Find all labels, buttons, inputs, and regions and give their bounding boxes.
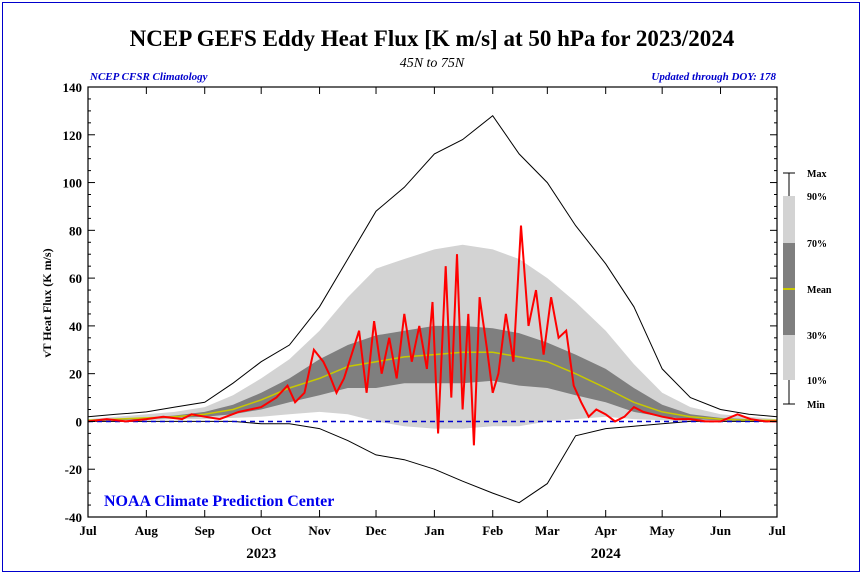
x-tick-label: Dec xyxy=(366,523,387,538)
climatology-note: NCEP CFSR Climatology xyxy=(89,71,208,83)
legend-label: Mean xyxy=(807,285,832,296)
legend-label: 90% xyxy=(807,192,827,203)
updated-note: Updated through DOY: 178 xyxy=(651,71,776,83)
climatology-bands xyxy=(88,244,777,429)
x-tick-label: Aug xyxy=(135,523,159,538)
legend-label: 30% xyxy=(807,331,827,342)
y-tick-label: -40 xyxy=(65,510,82,525)
y-tick-label: 120 xyxy=(63,128,83,143)
y-tick-label: 0 xyxy=(76,414,83,429)
x-tick-label: Jan xyxy=(424,523,445,538)
credit-label: NOAA Climate Prediction Center xyxy=(104,493,334,510)
min-line xyxy=(88,420,777,504)
y-tick-label: 40 xyxy=(69,319,82,334)
x-tick-label: May xyxy=(650,523,676,538)
x-tick-label: Apr xyxy=(594,523,617,538)
y-axis-label: vT Heat Flux (K m/s) xyxy=(40,248,54,357)
band-30-70 xyxy=(88,325,777,422)
data-lines xyxy=(87,114,778,504)
x-tick-label: Feb xyxy=(482,523,503,538)
y-tick-label: 20 xyxy=(69,367,82,382)
chart-title: NCEP GEFS Eddy Heat Flux [K m/s] at 50 h… xyxy=(130,26,735,51)
x-tick-label: Mar xyxy=(535,523,560,538)
percentile-legend: Max 90% 70% Mean 30% 10% Min xyxy=(783,169,832,411)
x-tick-label: Jun xyxy=(710,523,732,538)
x-tick-label: Jul xyxy=(768,523,786,538)
series-line xyxy=(87,225,777,446)
legend-label: 70% xyxy=(807,239,827,250)
axes: -40 -20 0 20 40 60 80 100 120 140 Jul Aug Sep Oct Nov D… xyxy=(63,80,787,562)
year-label: 2023 xyxy=(246,546,276,562)
max-line xyxy=(87,114,778,418)
x-tick-label: Jul xyxy=(79,523,97,538)
y-tick-label: 60 xyxy=(69,271,82,286)
y-tick-label: 80 xyxy=(69,223,82,238)
x-tick-label: Sep xyxy=(195,523,215,538)
year-label: 2024 xyxy=(591,546,622,562)
y-tick-label: 100 xyxy=(63,176,83,191)
chart-subtitle: 45N to 75N xyxy=(400,56,465,71)
x-tick-label: Oct xyxy=(251,523,272,538)
legend-label: Max xyxy=(807,169,826,180)
y-tick-label: -20 xyxy=(65,462,82,477)
legend-label: Min xyxy=(807,400,825,411)
y-tick-label: 140 xyxy=(63,80,83,95)
x-tick-label: Nov xyxy=(308,523,331,538)
legend-label: 10% xyxy=(807,376,827,387)
